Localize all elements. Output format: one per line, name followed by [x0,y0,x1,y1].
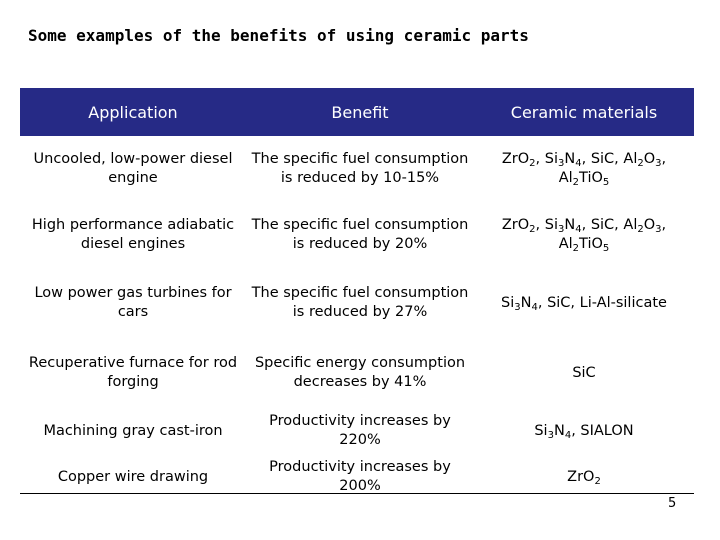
table-row: Copper wire drawing Productivity increas… [20,454,694,500]
benefit-cell: The specific fuel consumption is reduced… [251,217,469,252]
table-row: High performance adiabatic diesel engine… [20,202,694,268]
materials-cell: SiC [572,364,596,381]
benefit-cell: The specific fuel consumption is reduced… [251,285,469,320]
table-row: Recuperative furnace for rod forging Spe… [20,338,694,408]
benefits-table: Application Benefit Ceramic materials Un… [20,88,694,500]
benefit-cell: Productivity increases by 200% [269,459,451,494]
application-cell: Uncooled, low-power diesel engine [33,151,233,186]
application-cell: High performance adiabatic diesel engine… [31,217,235,252]
table-row: Low power gas turbines for cars The spec… [20,268,694,338]
benefit-cell: The specific fuel consumption is reduced… [251,151,469,186]
header-application: Application [88,102,178,122]
application-cell: Machining gray cast-iron [43,422,223,439]
materials-cell: Si3N4, SiC, Li-Al-silicate [501,294,667,313]
application-cell: Copper wire drawing [57,468,209,485]
benefit-cell: Specific energy consumption decreases by… [254,355,466,390]
materials-cell: Si3N4, SIALON [534,422,634,441]
benefit-cell: Productivity increases by 220% [269,413,451,448]
header-ceramic-materials: Ceramic materials [510,102,658,122]
application-cell: Recuperative furnace for rod forging [28,355,238,390]
materials-cell: ZrO2, Si3N4, SiC, Al2O3, Al2TiO5 [501,217,667,254]
application-cell: Low power gas turbines for cars [34,285,232,320]
materials-cell: ZrO2, Si3N4, SiC, Al2O3, Al2TiO5 [501,151,667,188]
header-benefit: Benefit [331,102,389,122]
page-number: 5 [668,496,677,511]
table-header: Application Benefit Ceramic materials [20,88,694,136]
page-title: Some examples of the benefits of using c… [28,26,529,45]
materials-cell: ZrO2 [567,468,601,487]
table-row: Uncooled, low-power diesel engine The sp… [20,136,694,202]
table-row: Machining gray cast-iron Productivity in… [20,408,694,454]
footer-divider [20,493,694,494]
